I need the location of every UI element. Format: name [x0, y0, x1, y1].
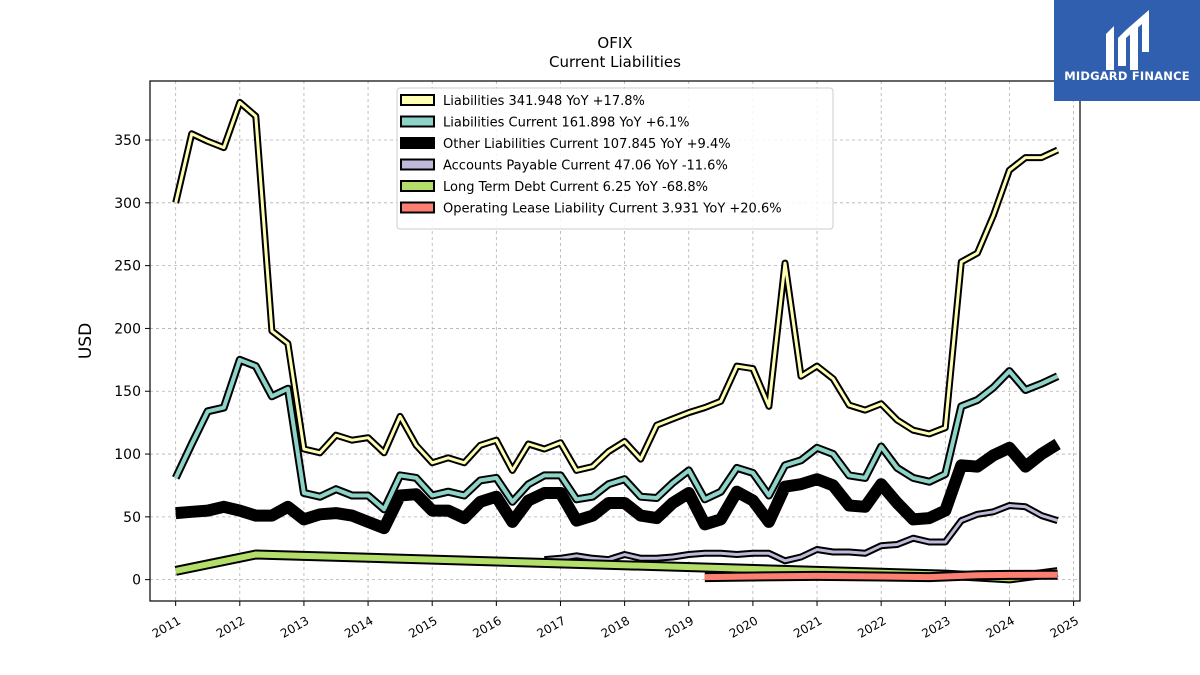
chart-title: OFIX	[597, 34, 632, 52]
x-tick-label: 2016	[470, 613, 503, 640]
midgard-logo-icon	[1106, 10, 1149, 70]
x-tick-label: 2023	[919, 613, 952, 640]
y-tick-label: 100	[114, 447, 141, 463]
y-tick-label: 300	[114, 196, 141, 212]
x-tick-label: 2014	[342, 613, 375, 640]
x-tick-label: 2019	[663, 613, 696, 640]
legend-swatch	[400, 94, 435, 106]
x-tick-label: 2018	[599, 613, 632, 640]
legend: Liabilities 341.948 YoY +17.8% Liabilitie…	[396, 87, 834, 230]
series-line-5	[704, 571, 1058, 581]
series-line-2	[175, 440, 1060, 533]
series-line-3	[544, 504, 1059, 563]
series-line-0	[174, 100, 1059, 472]
x-tick-label: 2015	[406, 613, 439, 640]
legend-swatch	[400, 115, 435, 128]
legend-entry: Other Liabilities Current 107.845 YoY +9…	[443, 137, 731, 152]
x-tick-label: 2021	[791, 613, 824, 640]
y-tick-label: 150	[114, 384, 141, 400]
brand-logo: MIDGARD FINANCE	[1054, 0, 1200, 101]
legend-swatch	[400, 180, 435, 192]
y-tick-label: 250	[114, 259, 141, 275]
x-tick-label: 2020	[727, 613, 760, 640]
legend-entry: Accounts Payable Current 47.06 YoY -11.6…	[443, 159, 728, 174]
legend-entry: Liabilities 341.948 YoY +17.8%	[443, 94, 645, 109]
y-tick-label: 200	[114, 321, 141, 337]
x-tick-label: 2017	[535, 613, 568, 640]
x-tick-label: 2022	[855, 613, 888, 640]
legend-swatch	[400, 201, 435, 214]
legend-box	[396, 87, 834, 230]
y-axis-label: USD	[76, 323, 96, 359]
series-lines	[172, 98, 1061, 584]
x-tick-label: 2013	[278, 613, 311, 640]
y-axis: 0 50 100 150 200 250 300 350	[114, 133, 150, 589]
legend-swatch	[400, 137, 435, 149]
y-tick-label: 350	[114, 133, 141, 149]
x-tick-label: 2024	[983, 613, 1016, 640]
y-tick-label: 0	[132, 573, 141, 589]
x-tick-label: 2025	[1048, 613, 1081, 640]
x-tick-label: 2011	[150, 613, 183, 640]
series-line-1	[173, 357, 1059, 512]
x-axis: 2011 2012 2013 2014 2015 2016 2017 2018 2019 2020…	[150, 601, 1081, 641]
plot-frame	[149, 80, 1081, 602]
legend-entry: Long Term Debt Current 6.25 YoY -68.8%	[443, 180, 708, 195]
brand-name: MIDGARD FINANCE	[1064, 69, 1190, 83]
legend-swatch	[400, 158, 435, 171]
chart-subtitle: Current Liabilities	[549, 53, 681, 71]
legend-entry: Liabilities Current 161.898 YoY +6.1%	[443, 116, 690, 131]
x-tick-label: 2012	[214, 613, 247, 640]
legend-entry: Operating Lease Liability Current 3.931 …	[443, 202, 782, 217]
y-tick-label: 50	[123, 510, 141, 526]
